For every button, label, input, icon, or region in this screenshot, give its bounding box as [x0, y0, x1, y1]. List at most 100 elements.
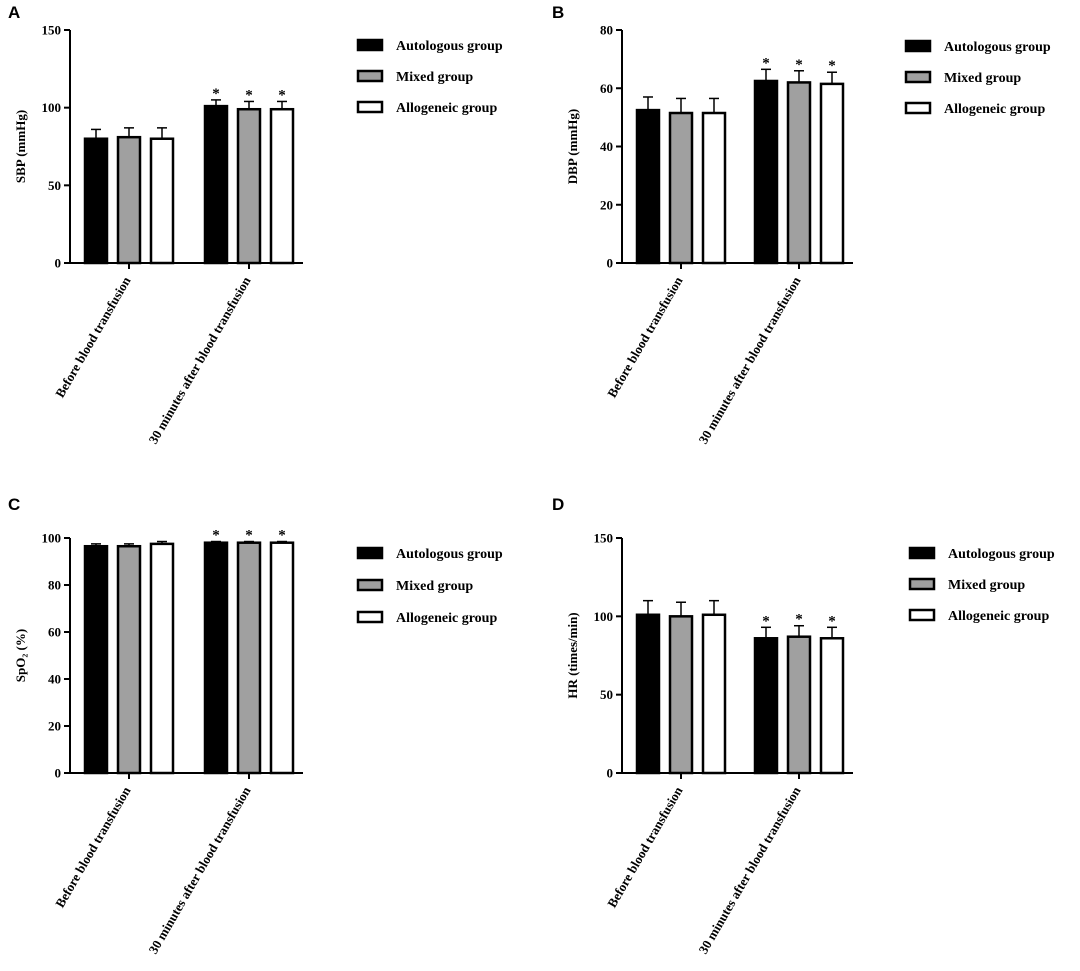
- legend-label: Mixed group: [948, 578, 1025, 593]
- x-tick-label: Before blood transfusion: [52, 783, 134, 910]
- legend-swatch: [356, 69, 384, 83]
- bar: [753, 637, 779, 775]
- y-tick-label: 20: [48, 719, 61, 734]
- significance-marker: *: [245, 87, 253, 103]
- bar: [753, 79, 779, 265]
- legend-label: Allogeneic group: [396, 611, 497, 626]
- legend-label: Autologous group: [396, 39, 503, 54]
- bar: [786, 635, 812, 775]
- significance-marker: *: [828, 613, 836, 629]
- legend-swatch: [908, 546, 936, 560]
- y-tick-label: 0: [55, 766, 62, 781]
- bar: [236, 541, 262, 775]
- panel-c: C 0 20 40 60 80 100 SpO₂ (%) Before blood transf…: [8, 495, 503, 956]
- legend-swatch: [356, 38, 384, 52]
- bar: [635, 613, 661, 775]
- y-tick-label: 60: [600, 81, 613, 96]
- legend-swatch: [356, 100, 384, 114]
- panel-b: B 0 20 40 60 80 DBP (mmHg) Before blood transfu…: [552, 3, 1051, 446]
- bar: [149, 542, 175, 775]
- legend-label: Allogeneic group: [944, 102, 1045, 117]
- bar: [269, 541, 295, 775]
- significance-marker: *: [762, 613, 770, 629]
- panel-letter: A: [8, 3, 20, 22]
- bar: [116, 544, 142, 775]
- significance-marker: *: [278, 528, 286, 544]
- legend-swatch: [356, 546, 384, 560]
- significance-marker: *: [795, 612, 803, 628]
- bar: [236, 107, 262, 265]
- panel-letter: D: [552, 495, 564, 514]
- legend-swatch: [908, 577, 936, 591]
- x-tick-label: 30 minutes after blood transfusion: [695, 783, 804, 956]
- significance-marker: *: [828, 58, 836, 74]
- bar: [701, 111, 727, 265]
- bar: [269, 107, 295, 265]
- y-tick-label: 40: [600, 139, 613, 154]
- legend-swatch: [356, 578, 384, 592]
- significance-marker: *: [245, 528, 253, 544]
- y-tick-label: 150: [594, 531, 614, 546]
- bar: [83, 544, 109, 775]
- significance-marker: *: [212, 86, 220, 102]
- y-tick-label: 20: [600, 197, 613, 212]
- x-tick-label: Before blood transfusion: [604, 273, 686, 400]
- y-tick-label: 100: [42, 531, 62, 546]
- bar: [786, 81, 812, 265]
- x-tick-label: Before blood transfusion: [52, 273, 134, 400]
- legend-label: Autologous group: [396, 547, 503, 562]
- y-tick-label: 50: [600, 687, 613, 702]
- y-tick-label: 0: [55, 256, 62, 271]
- y-tick-label: 0: [607, 256, 614, 271]
- legend-label: Mixed group: [396, 70, 473, 85]
- legend-label: Mixed group: [396, 579, 473, 594]
- significance-marker: *: [762, 55, 770, 71]
- bar: [668, 615, 694, 775]
- y-tick-label: 100: [42, 100, 62, 115]
- panel-d: D 0 50 100 150 HR (times/min) Before blood tra…: [552, 495, 1055, 956]
- y-tick-label: 40: [48, 672, 61, 687]
- bar: [668, 111, 694, 265]
- y-tick-label: 60: [48, 625, 61, 640]
- significance-marker: *: [212, 528, 220, 544]
- legend-swatch: [356, 610, 384, 624]
- bar: [149, 137, 175, 265]
- bar: [116, 135, 142, 265]
- legend-swatch: [904, 39, 932, 53]
- y-axis-label: HR (times/min): [565, 612, 580, 698]
- panel-letter: B: [552, 3, 564, 22]
- y-axis-label: SpO₂ (%): [13, 629, 28, 682]
- x-tick-label: 30 minutes after blood transfusion: [145, 783, 254, 956]
- significance-marker: *: [795, 57, 803, 73]
- y-tick-label: 80: [600, 23, 613, 38]
- legend-label: Allogeneic group: [948, 609, 1049, 624]
- x-tick-label: 30 minutes after blood transfusion: [695, 273, 804, 446]
- significance-marker: *: [278, 87, 286, 103]
- y-tick-label: 100: [594, 609, 614, 624]
- legend-label: Mixed group: [944, 71, 1021, 86]
- x-tick-label: Before blood transfusion: [604, 783, 686, 910]
- legend-label: Allogeneic group: [396, 101, 497, 116]
- y-tick-label: 80: [48, 578, 61, 593]
- y-tick-label: 150: [42, 23, 62, 38]
- legend-label: Autologous group: [944, 40, 1051, 55]
- y-axis-label: DBP (mmHg): [565, 109, 580, 184]
- bar: [819, 82, 845, 265]
- bar: [819, 637, 845, 775]
- legend-swatch: [904, 101, 932, 115]
- bar: [203, 541, 229, 775]
- panel-a: A 0 50 100 150 SBP (mmHg) Before blood transfu…: [8, 3, 503, 446]
- legend-swatch: [908, 608, 936, 622]
- legend-label: Autologous group: [948, 547, 1055, 562]
- bar: [701, 613, 727, 775]
- bar: [635, 108, 661, 265]
- y-axis-label: SBP (mmHg): [13, 110, 28, 183]
- y-tick-label: 50: [48, 178, 61, 193]
- bar: [203, 104, 229, 265]
- y-tick-label: 0: [607, 766, 614, 781]
- panel-letter: C: [8, 495, 20, 514]
- legend-swatch: [904, 70, 932, 84]
- bar: [83, 137, 109, 265]
- x-tick-label: 30 minutes after blood transfusion: [145, 273, 254, 446]
